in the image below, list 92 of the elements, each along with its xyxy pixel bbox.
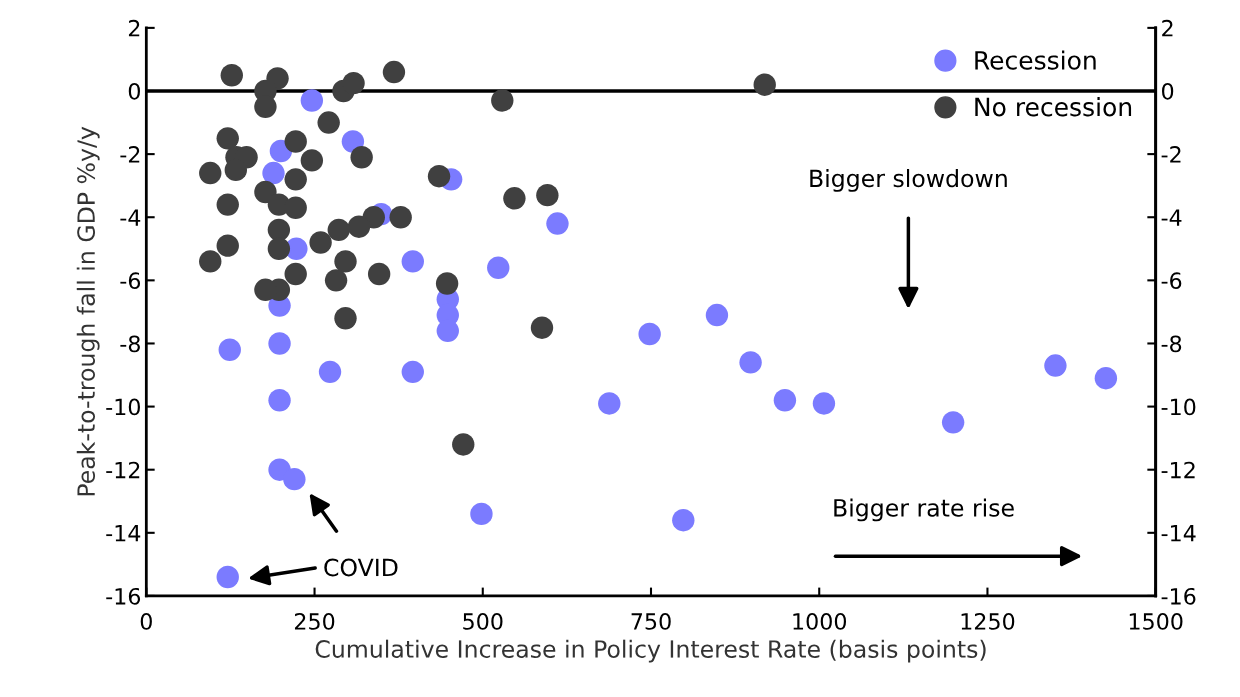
- point: [470, 502, 493, 526]
- point: [435, 272, 459, 295]
- point: [705, 303, 729, 327]
- point: [427, 165, 451, 188]
- y-tick-label: 2: [128, 19, 140, 37]
- x-tick-label: 1250: [961, 612, 1015, 630]
- point: [283, 467, 306, 491]
- legend-label: No recession: [975, 97, 1132, 117]
- point: [382, 60, 406, 84]
- point: [350, 146, 373, 169]
- point: [941, 411, 965, 434]
- point: [812, 392, 836, 415]
- point: [530, 316, 554, 339]
- point: [300, 89, 324, 112]
- y2-tick-label: -4: [1161, 209, 1182, 226]
- point: [300, 149, 324, 172]
- y-tick-label: -10: [106, 398, 140, 416]
- point: [309, 231, 332, 254]
- point: [739, 351, 762, 374]
- point: [401, 360, 424, 384]
- point: [638, 322, 661, 346]
- y-axis-title: Peak-to-trough fall in GDP %y/y: [76, 126, 100, 496]
- y-tick-label: -6: [120, 272, 141, 290]
- annotation: COVID: [324, 558, 398, 577]
- y2-tick-label: -8: [1161, 335, 1182, 353]
- point: [503, 187, 526, 210]
- point: [536, 183, 559, 207]
- point: [389, 206, 412, 229]
- y2-tick-label: -6: [1161, 272, 1182, 290]
- x-tick-label: 250: [294, 612, 335, 630]
- y2-tick-label: -12: [1161, 461, 1195, 479]
- point: [254, 95, 277, 118]
- point: [753, 73, 776, 96]
- point: [317, 111, 340, 134]
- point: [216, 234, 239, 257]
- y2-tick-label: -10: [1161, 398, 1196, 416]
- point: [1044, 354, 1067, 377]
- point: [216, 193, 239, 216]
- annotation: Bigger slowdown: [810, 168, 1007, 192]
- point: [267, 237, 291, 260]
- point: [491, 89, 514, 112]
- point: [334, 250, 357, 273]
- x-tick-label: 750: [631, 612, 671, 630]
- point: [216, 127, 239, 150]
- y-tick-label: -8: [120, 335, 140, 353]
- point: [401, 250, 424, 273]
- point: [254, 180, 277, 204]
- point: [452, 433, 475, 456]
- point: [773, 389, 797, 412]
- x-tick-label: 1000: [793, 612, 847, 630]
- point: [318, 360, 342, 384]
- y-tick-label: -4: [120, 209, 141, 226]
- point: [546, 212, 569, 235]
- point: [672, 509, 695, 532]
- point: [199, 250, 222, 273]
- y2-tick-label: -2: [1161, 146, 1181, 163]
- point: [220, 64, 243, 87]
- point: [324, 269, 348, 292]
- point: [267, 218, 291, 242]
- point: [342, 71, 365, 95]
- point: [218, 338, 241, 361]
- point: [334, 307, 357, 330]
- point: [268, 332, 291, 355]
- y2-tick-label: -14: [1161, 525, 1196, 542]
- x-tick-label: 500: [463, 612, 503, 630]
- y-tick-label: -2: [120, 146, 140, 163]
- point: [284, 130, 307, 153]
- point: [284, 262, 307, 286]
- x-tick-label: 0: [140, 612, 152, 630]
- y-tick-label: -12: [106, 461, 140, 479]
- x-tick-label: 1500: [1129, 612, 1183, 630]
- point: [327, 218, 350, 242]
- legend-label: Recession: [975, 50, 1096, 70]
- point: [487, 256, 510, 279]
- point: [268, 389, 291, 412]
- point: [1094, 366, 1118, 390]
- y2-tick-label: 0: [1162, 82, 1174, 100]
- y-tick-label: -14: [106, 525, 141, 542]
- point: [284, 168, 307, 191]
- y2-tick-label: 2: [1162, 19, 1173, 37]
- y-tick-label: 0: [128, 82, 140, 100]
- point: [598, 392, 621, 415]
- point: [284, 196, 307, 219]
- point: [216, 565, 239, 589]
- point: [367, 262, 391, 286]
- x-axis-title: Cumulative Increase in Policy Interest Rate (basis points): [315, 639, 986, 663]
- y2-tick-label: -16: [1161, 587, 1196, 605]
- point: [199, 161, 222, 185]
- point: [262, 161, 285, 185]
- y-tick-label: -16: [106, 587, 141, 605]
- point: [347, 215, 371, 238]
- annotation: Bigger rate rise: [834, 498, 1014, 522]
